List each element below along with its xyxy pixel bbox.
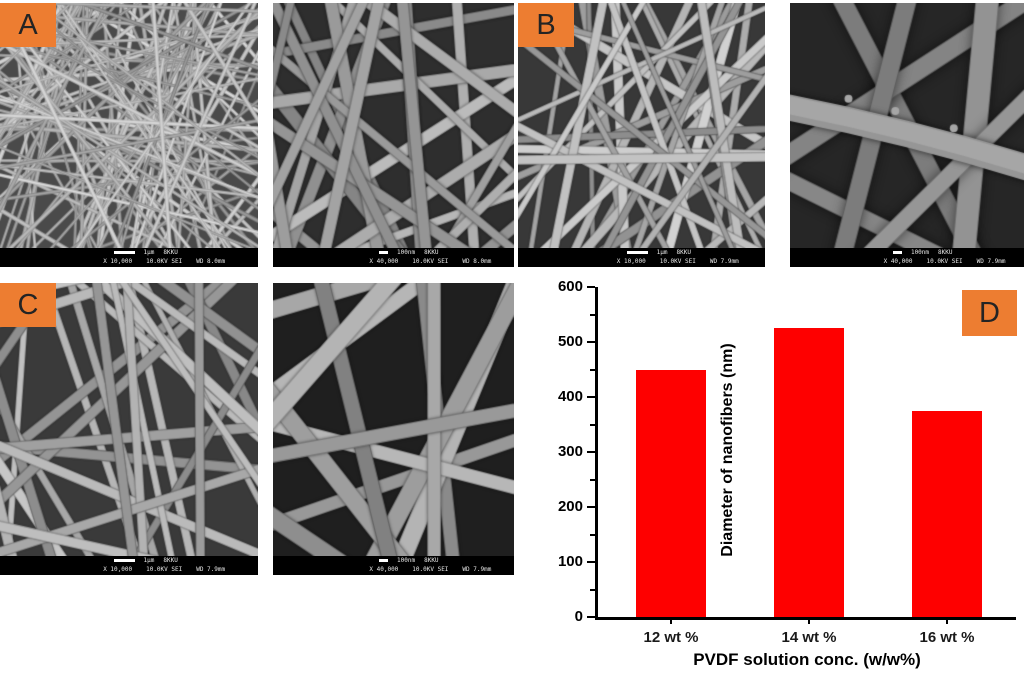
y-axis-title: Diameter of nanofibers (nm) <box>719 343 736 557</box>
sem-panel-a-high-mag: 100nm 8KKU X 40,000 10.0KV SEI WD 8.0mm <box>273 3 514 267</box>
magnification-text: X 40,000 <box>369 566 399 573</box>
y-minor-tick <box>590 588 595 591</box>
working-distance-text: WD 8.0mm <box>462 258 492 265</box>
panel-letter-b: B <box>518 3 574 47</box>
station-text: 8KKU <box>424 557 439 564</box>
y-tick-label: 100 <box>557 553 583 570</box>
x-tick-label: 12 wt % <box>643 629 699 646</box>
x-tick <box>808 617 810 624</box>
panel-letter-d: D <box>962 290 1017 336</box>
scale-bar <box>379 251 389 254</box>
chart-plot-area: Diameter of nanofibers (nm) PVDF solutio… <box>558 278 1016 669</box>
working-distance-text: WD 7.9mm <box>976 258 1006 265</box>
sem-infobar: 100nm 8KKU X 40,000 10.0KV SEI WD 7.9mm <box>273 556 514 575</box>
magnification-text: X 40,000 <box>883 258 913 265</box>
scale-text: 1μm <box>143 249 155 256</box>
working-distance-text: WD 7.9mm <box>462 566 492 573</box>
y-minor-tick <box>590 423 595 426</box>
sem-panel-b-low-mag: B 1μm 8KKU X 10,000 10.0KV SEI WD 7.9mm <box>518 3 765 267</box>
scale-text: 100nm <box>397 557 416 564</box>
sem-infobar: 1μm 8KKU X 10,000 10.0KV SEI WD 8.0mm <box>0 248 258 267</box>
voltage-text: 10.0KV SEI <box>146 566 183 573</box>
x-axis-title: PVDF solution conc. (w/w%) <box>693 650 921 669</box>
magnification-text: X 10,000 <box>103 566 133 573</box>
x-tick-label: 16 wt % <box>919 629 975 646</box>
sem-image <box>273 3 514 248</box>
scale-bar <box>113 559 135 562</box>
sem-image <box>0 283 258 556</box>
y-tick-label: 300 <box>557 443 583 460</box>
sem-image <box>273 283 514 556</box>
scale-text: 100nm <box>397 249 416 256</box>
voltage-text: 10.0KV SEI <box>412 566 449 573</box>
voltage-text: 10.0KV SEI <box>412 258 449 265</box>
y-major-tick <box>587 616 595 618</box>
x-tick-label: 14 wt % <box>781 629 837 646</box>
sem-panel-c-low-mag: C 1μm 8KKU X 10,000 10.0KV SEI WD 7.9mm <box>0 283 258 575</box>
x-tick <box>670 617 672 624</box>
working-distance-text: WD 7.9mm <box>709 258 739 265</box>
y-tick-label: 500 <box>557 333 583 350</box>
magnification-text: X 10,000 <box>103 258 133 265</box>
station-text: 8KKU <box>163 557 178 564</box>
magnification-text: X 10,000 <box>616 258 646 265</box>
scale-text: 1μm <box>143 557 155 564</box>
sem-infobar: 100nm 8KKU X 40,000 10.0KV SEI WD 7.9mm <box>790 248 1024 267</box>
bar-chart-panel-d: Diameter of nanofibers (nm) PVDF solutio… <box>535 272 1024 673</box>
station-text: 8KKU <box>424 249 439 256</box>
scale-bar <box>626 251 648 254</box>
station-text: 8KKU <box>938 249 953 256</box>
sem-image <box>790 3 1024 248</box>
y-major-tick <box>587 341 595 343</box>
magnification-text: X 40,000 <box>369 258 399 265</box>
y-major-tick <box>587 286 595 288</box>
y-minor-tick <box>590 533 595 536</box>
scale-text: 100nm <box>910 249 930 256</box>
sem-infobar: 100nm 8KKU X 40,000 10.0KV SEI WD 8.0mm <box>273 248 514 267</box>
station-text: 8KKU <box>676 249 691 256</box>
scale-bar <box>379 559 389 562</box>
sem-panel-b-high-mag: 100nm 8KKU X 40,000 10.0KV SEI WD 7.9mm <box>790 3 1024 267</box>
y-tick-label: 200 <box>557 498 583 515</box>
voltage-text: 10.0KV SEI <box>146 258 183 265</box>
y-tick-label: 0 <box>574 608 583 625</box>
chart-bar <box>774 328 844 617</box>
sem-panel-a-low-mag: A 1μm 8KKU X 10,000 10.0KV SEI WD 8.0mm <box>0 3 258 267</box>
scale-bar <box>892 251 902 254</box>
y-major-tick <box>587 451 595 453</box>
y-minor-tick <box>590 478 595 481</box>
working-distance-text: WD 7.9mm <box>196 566 226 573</box>
sem-infobar: 1μm 8KKU X 10,000 10.0KV SEI WD 7.9mm <box>518 248 765 267</box>
station-text: 8KKU <box>163 249 178 256</box>
y-tick-label: 600 <box>557 278 583 295</box>
y-tick-label: 400 <box>557 388 583 405</box>
y-major-tick <box>587 506 595 508</box>
panel-letter-c: C <box>0 283 56 327</box>
sem-panel-c-high-mag: 100nm 8KKU X 40,000 10.0KV SEI WD 7.9mm <box>273 283 514 575</box>
y-minor-tick <box>590 368 595 371</box>
voltage-text: 10.0KV SEI <box>926 258 963 265</box>
panel-letter-a: A <box>0 3 56 47</box>
sem-infobar: 1μm 8KKU X 10,000 10.0KV SEI WD 7.9mm <box>0 556 258 575</box>
y-major-tick <box>587 396 595 398</box>
chart-bar <box>636 369 706 617</box>
y-minor-tick <box>590 313 595 316</box>
voltage-text: 10.0KV SEI <box>659 258 696 265</box>
y-major-tick <box>587 561 595 563</box>
chart-bar <box>912 410 982 617</box>
working-distance-text: WD 8.0mm <box>196 258 226 265</box>
scale-bar <box>113 251 135 254</box>
x-tick <box>946 617 948 624</box>
scale-text: 1μm <box>656 249 668 256</box>
